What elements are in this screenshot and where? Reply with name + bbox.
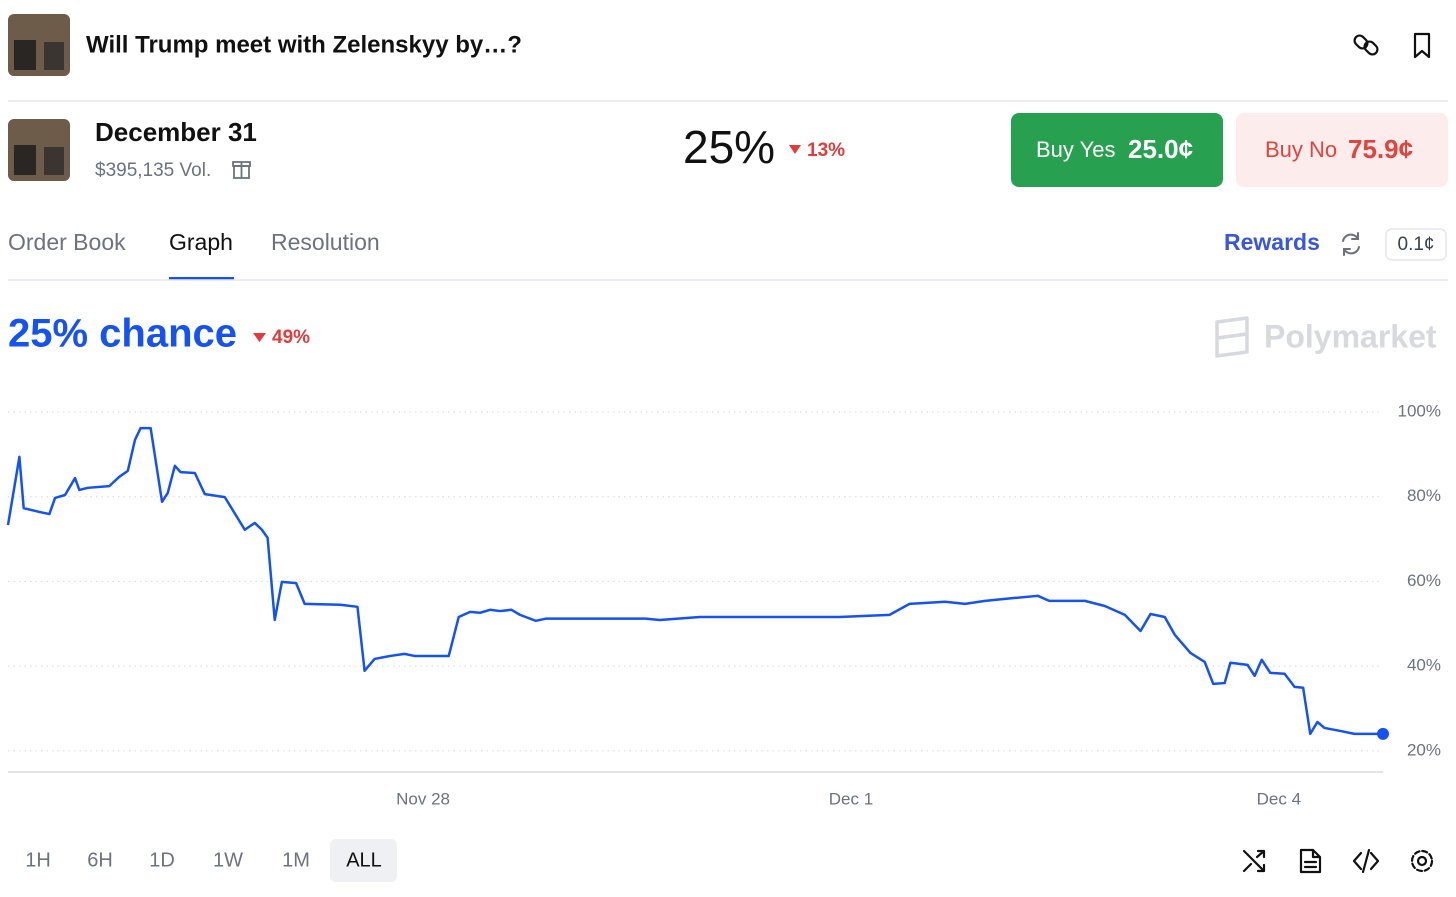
- outcome-name: December 31: [95, 117, 257, 147]
- refresh-icon[interactable]: [1342, 232, 1360, 256]
- buy-yes-label: Buy Yes: [1036, 137, 1116, 162]
- settings-icon[interactable]: [1410, 849, 1434, 873]
- market-title: Will Trump meet with Zelenskyy by…?: [86, 31, 522, 58]
- gift-icon: [232, 161, 251, 179]
- tick-size-box[interactable]: [1385, 228, 1447, 261]
- brand-logo: [1215, 316, 1249, 358]
- x-tick-label: Dec 1: [829, 789, 873, 808]
- chart-change: 49%: [272, 327, 310, 348]
- buy-no-price: 75.9¢: [1348, 134, 1413, 164]
- tab[interactable]: Resolution: [271, 229, 380, 255]
- buy-no-label: Buy No: [1265, 137, 1337, 162]
- bookmark-icon[interactable]: [1413, 32, 1431, 59]
- x-tick-label: Dec 4: [1257, 789, 1301, 808]
- price-line: [6, 426, 1383, 736]
- current-price: 25%: [683, 121, 775, 173]
- tab-active[interactable]: Graph: [169, 229, 233, 255]
- image-detail: [44, 147, 64, 175]
- range-button[interactable]: 1M: [282, 849, 310, 871]
- y-tick-label: 100%: [1398, 401, 1441, 420]
- down-arrow: [789, 145, 801, 154]
- y-tick-label: 80%: [1407, 486, 1441, 505]
- buy-yes-button[interactable]: [1011, 113, 1223, 187]
- tab-underline: [169, 277, 234, 280]
- range-button[interactable]: 1W: [213, 849, 243, 871]
- buy-no-button[interactable]: [1236, 113, 1448, 187]
- volume: $395,135 Vol.: [95, 160, 211, 181]
- brand-watermark: Polymarket: [1264, 318, 1437, 354]
- tick-size: 0.1¢: [1398, 234, 1435, 255]
- rewards-link[interactable]: Rewards: [1224, 229, 1320, 255]
- image-detail: [14, 40, 36, 70]
- down-arrow: [253, 333, 266, 342]
- image-detail: [44, 42, 64, 70]
- y-tick-label: 40%: [1407, 656, 1441, 675]
- image-detail: [14, 145, 36, 175]
- y-tick-label: 20%: [1407, 740, 1441, 759]
- last-point: [1377, 727, 1389, 740]
- range-button[interactable]: 1D: [149, 849, 175, 871]
- embed-icon[interactable]: [1352, 848, 1380, 874]
- price-change: 13%: [807, 140, 845, 161]
- buy-yes-price: 25.0¢: [1128, 134, 1193, 164]
- range-button-active[interactable]: ALL: [346, 849, 382, 871]
- range-button[interactable]: 1H: [25, 849, 51, 871]
- range-button[interactable]: 6H: [87, 849, 113, 871]
- range-active-bg: [330, 839, 397, 882]
- link-icon[interactable]: [1353, 34, 1380, 57]
- x-tick-label: Nov 28: [396, 789, 450, 808]
- document-icon[interactable]: [1299, 848, 1322, 874]
- tab[interactable]: Order Book: [8, 229, 126, 255]
- shuffle-icon[interactable]: [1242, 849, 1266, 873]
- y-tick-label: 60%: [1407, 571, 1441, 590]
- chart-title: 25% chance: [8, 312, 237, 356]
